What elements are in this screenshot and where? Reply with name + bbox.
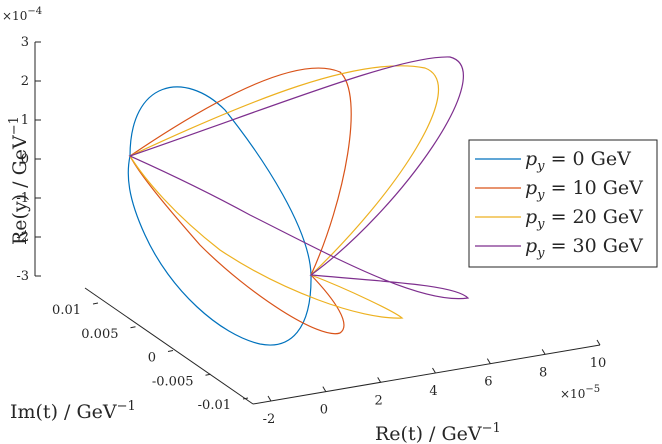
- z-axis-label: Re(y) / GeV−1: [7, 116, 31, 245]
- y-tick-mark: [167, 350, 174, 352]
- series-line-3: [128, 56, 470, 300]
- x-tick-label: -2: [263, 412, 276, 427]
- x-axis-line: [252, 344, 601, 405]
- legend-label: py = 30 GeV: [525, 235, 643, 261]
- y-axis-label: Im(t) / GeV−1: [10, 399, 136, 423]
- z-tick-label: 1: [21, 113, 29, 128]
- x-tick-label: 10: [590, 356, 607, 371]
- x-tick-mark: [541, 349, 546, 355]
- z-tick-label: -1: [16, 191, 29, 206]
- legend-label: py = 0 GeV: [525, 148, 631, 174]
- series-line-2: [129, 65, 440, 319]
- x-exponent: ×10−5: [560, 384, 600, 401]
- x-tick-label: 4: [429, 384, 437, 399]
- y-ticks: 0.010.005 0 -0.005 -0.01: [52, 302, 249, 413]
- x-tick-mark: [322, 386, 327, 392]
- legend-label: py = 20 GeV: [525, 206, 643, 232]
- series-line-1: [129, 67, 352, 335]
- y-tick-mark: [205, 373, 211, 376]
- x-tick-label: 0: [320, 403, 328, 418]
- y-axis-line: [84, 287, 254, 405]
- x-axis-label: Re(t) / GeV−1: [375, 421, 501, 444]
- legend-label: py = 10 GeV: [525, 177, 643, 203]
- y-tick-mark: [130, 326, 136, 329]
- z-exponent: ×10−4: [2, 6, 42, 23]
- z-ticks: 3 2 1 0 -1 -2 -3: [16, 35, 41, 284]
- z-tick-label: 2: [21, 74, 29, 89]
- z-tick-label: -3: [16, 269, 29, 284]
- y-tick-label: 0: [148, 351, 156, 366]
- x-tick-label: 8: [539, 365, 547, 380]
- y-tick-mark: [92, 302, 99, 305]
- y-tick-label: 0.01: [52, 303, 81, 318]
- y-tick-label: 0.005: [81, 327, 118, 342]
- legend: py = 0 GeV py = 10 GeV py = 20 GeV py = 30 …: [468, 139, 658, 268]
- x-tick-label: 2: [375, 393, 383, 408]
- y-tick-label: -0.005: [152, 374, 194, 389]
- z-tick-label: 0: [21, 152, 29, 167]
- x-ticks: -2 0 2 4 6 8 10: [263, 339, 607, 427]
- x-tick-mark: [596, 339, 601, 346]
- z-tick-label: 3: [21, 35, 29, 50]
- x-tick-label: 6: [484, 375, 492, 390]
- x-tick-mark: [377, 377, 382, 383]
- x-tick-mark: [267, 395, 272, 402]
- z-tick-label: -2: [16, 230, 29, 245]
- y-tick-label: -0.01: [198, 398, 231, 413]
- y-tick-mark: [242, 397, 249, 400]
- curves: [127, 56, 470, 346]
- x-tick-mark: [486, 358, 491, 364]
- series-line-0: [127, 86, 312, 346]
- x-tick-mark: [432, 367, 436, 374]
